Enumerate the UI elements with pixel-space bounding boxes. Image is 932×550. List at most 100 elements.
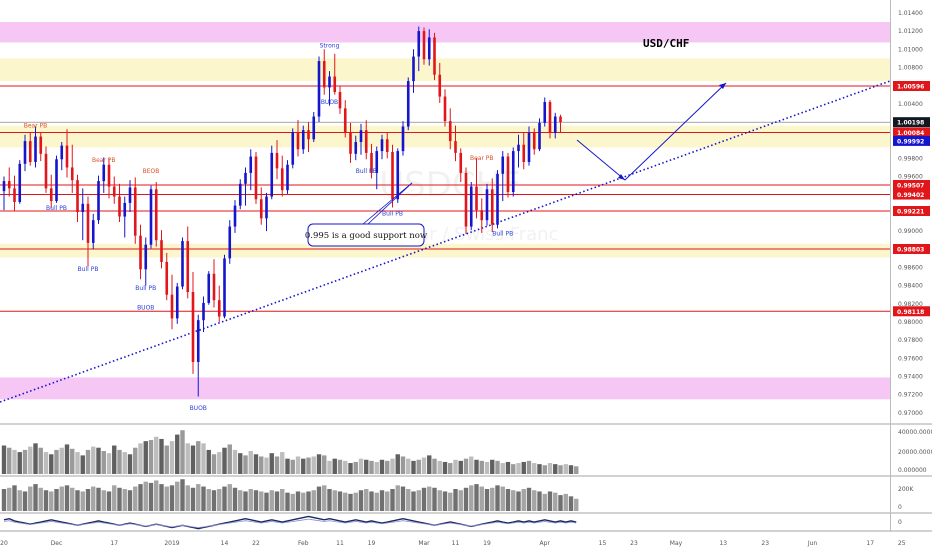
volume-bar [259, 456, 264, 474]
volume-bar [516, 463, 521, 474]
candle-body [23, 141, 27, 164]
candle-body [107, 164, 111, 187]
volume2-bar [96, 487, 101, 511]
volume-bar [206, 449, 211, 474]
time-tick-label: 25 [898, 540, 906, 547]
volume-bar [290, 459, 295, 474]
candle-body [228, 226, 232, 259]
volume2-bar [547, 491, 553, 511]
candle-body [144, 244, 148, 270]
volume-bar [395, 454, 400, 474]
oscillator-line [3, 515, 577, 530]
volume-bar [568, 465, 574, 474]
price-tick-label: 0.99800 [898, 155, 923, 162]
time-tick-label: Jun [807, 540, 818, 547]
volume-bar [490, 459, 495, 474]
candle-body [338, 92, 342, 109]
candle-body [506, 156, 510, 192]
volume-bar [1, 445, 7, 474]
volume2-bar [75, 490, 80, 511]
volume-bar [96, 447, 101, 474]
price-marker [893, 206, 930, 216]
candle-body [112, 186, 116, 197]
volume2-bar [106, 491, 112, 511]
candle-body [118, 196, 121, 217]
time-tick-label: 2019 [164, 540, 179, 547]
volume2-bar [385, 491, 390, 511]
price-tick-label: 0.98400 [898, 283, 923, 290]
volume2-bar [180, 479, 185, 511]
time-tick-label: 19 [483, 540, 491, 547]
volume2-bar [532, 490, 537, 511]
volume2-bar [416, 490, 421, 511]
volume2-bar [285, 492, 290, 511]
volume2-bar [133, 486, 138, 511]
volume-bar [547, 463, 553, 474]
price-tick-label: 0.98200 [898, 301, 923, 308]
volume-bar [64, 444, 70, 474]
trendline-layer [0, 80, 891, 403]
candle-body [2, 181, 6, 192]
volume2-bar [311, 490, 316, 511]
candle-body [212, 273, 216, 301]
volume-bar [38, 447, 43, 474]
volume2-bar [526, 487, 532, 511]
time-tick-label: 23 [761, 540, 769, 547]
volume2-bar [332, 490, 337, 511]
volume2-bar [122, 489, 127, 511]
candle-body [181, 241, 184, 287]
volume-bar [12, 449, 17, 474]
volume-bar [159, 438, 164, 474]
price-tick-label: 1.01200 [898, 28, 923, 35]
volume-bar [301, 458, 306, 474]
volume-bar [227, 444, 232, 474]
volume-bar [343, 460, 348, 474]
signal-label: Bull PB [356, 168, 377, 175]
volume2-bar [558, 495, 563, 511]
candle-body [55, 159, 58, 202]
volume2-bar [7, 487, 12, 511]
candle-body [501, 156, 505, 174]
volume-bar [211, 454, 217, 474]
candle-body [280, 168, 284, 191]
volume-bar [553, 464, 558, 474]
candle-body [406, 81, 410, 127]
candle-body [417, 31, 421, 57]
volume2-bar [542, 493, 547, 511]
volume2-bar [353, 492, 358, 511]
price-marker-label: 0.99402 [897, 192, 924, 199]
candle-body [223, 258, 226, 317]
volume2-bar [327, 489, 332, 511]
volume-tick-label: 0.000000 [898, 467, 927, 474]
candle-body [139, 235, 142, 270]
volume2-bar [348, 493, 353, 511]
candle-body [97, 181, 100, 221]
volume-bar [348, 463, 353, 474]
volume-bar [143, 441, 148, 474]
price-marker [893, 189, 930, 200]
volume-bar [327, 460, 332, 474]
volume-bar [85, 449, 91, 474]
volume-bar [148, 440, 154, 474]
volume2-bar [411, 491, 416, 511]
volume2-bar [175, 481, 180, 511]
volume-bar [495, 460, 500, 474]
volume-bar [500, 463, 505, 474]
volume2-bar [22, 491, 28, 511]
signal-label: Bull PB [492, 231, 513, 238]
volume2-bar [553, 492, 558, 511]
volume-bar [369, 460, 374, 474]
zone-pink [0, 377, 890, 400]
signal-label: Bull PB [46, 205, 67, 212]
candle-body [301, 130, 305, 150]
volume-bar [411, 460, 416, 474]
volume2-bar [112, 485, 117, 511]
volume2-bar [264, 492, 269, 511]
time-tick-label: 17 [110, 540, 118, 547]
volume2-bar [379, 490, 385, 511]
time-tick-label: 20 [0, 540, 8, 547]
candle-body [312, 116, 316, 140]
volume2-bar [537, 491, 542, 511]
price-marker-label: 0.99507 [897, 183, 924, 190]
